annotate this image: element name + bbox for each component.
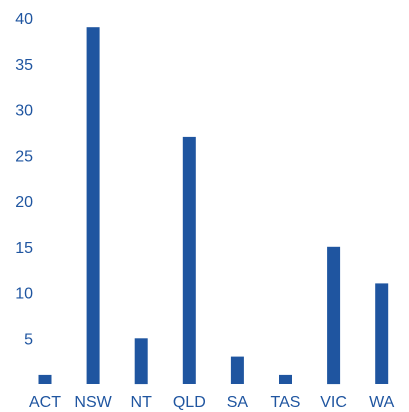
bar-tas	[279, 374, 292, 384]
bars-group	[38, 27, 389, 385]
bar-qld	[182, 136, 196, 384]
x-tick-label-qld: QLD	[173, 394, 206, 411]
y-tick-label: 20	[15, 194, 33, 211]
y-tick-label: 35	[15, 57, 33, 74]
x-axis-tick-labels: ACT NSW NT QLD SA TAS VIC WA	[29, 394, 395, 411]
x-tick-label-wa: WA	[369, 394, 395, 411]
x-tick-label-tas: TAS	[271, 394, 301, 411]
bar-wa	[375, 283, 389, 384]
bar-sa	[230, 356, 244, 384]
bar-act	[38, 374, 52, 384]
y-tick-label: 40	[15, 11, 33, 28]
x-tick-label-vic: VIC	[320, 394, 347, 411]
x-tick-label-nt: NT	[131, 394, 153, 411]
y-axis-tick-labels: 5 10 15 20 25 30 35 40	[15, 11, 33, 348]
y-tick-label: 5	[24, 331, 33, 348]
y-tick-label: 25	[15, 148, 33, 165]
x-tick-label-act: ACT	[29, 394, 61, 411]
bar-nsw	[86, 27, 100, 384]
bar-nt	[134, 338, 148, 385]
bar-vic	[327, 246, 341, 385]
x-tick-label-sa: SA	[227, 394, 249, 411]
x-tick-label-nsw: NSW	[74, 394, 112, 411]
y-tick-label: 30	[15, 103, 33, 120]
y-tick-label: 10	[15, 286, 33, 303]
y-tick-label: 15	[15, 240, 33, 257]
